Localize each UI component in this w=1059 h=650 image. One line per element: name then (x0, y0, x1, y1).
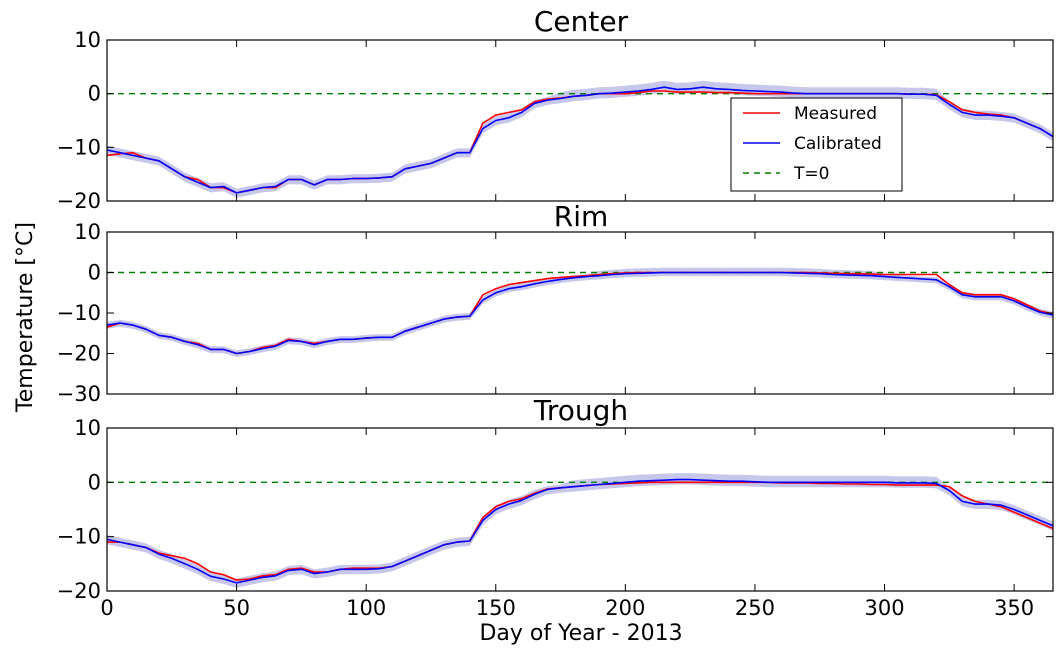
y-tick-label: 10 (74, 220, 101, 244)
y-tick-label: −20 (57, 189, 101, 213)
uncertainty-band (107, 267, 1053, 358)
x-tick-label: 150 (476, 596, 516, 620)
plot-frame (106, 231, 1054, 395)
legend-calibrated-label: Calibrated (794, 134, 882, 154)
y-tick-label: 0 (88, 470, 101, 494)
x-tick-label: 200 (605, 596, 645, 620)
y-tick-label: 10 (74, 416, 101, 440)
y-tick-label: −20 (57, 579, 101, 603)
y-tick-label: 0 (88, 82, 101, 106)
series-line-calibrated (106, 478, 1054, 584)
y-axis-label: Temperature [°C] (13, 222, 38, 413)
series-line-calibrated (106, 86, 1054, 194)
panel-title: Trough (533, 394, 628, 427)
legend-t0-label: T=0 (793, 164, 829, 184)
y-tick-label: −10 (57, 525, 101, 549)
x-tick-label: 100 (346, 596, 386, 620)
uncertainty-band (107, 80, 1053, 198)
y-tick-label: −30 (57, 382, 101, 406)
panel-title: Center (534, 5, 629, 38)
x-tick-label: 300 (864, 596, 904, 620)
legend-measured-label: Measured (794, 104, 877, 124)
panel-title: Rim (554, 200, 609, 233)
legend: Measured Calibrated T=0 (730, 97, 903, 192)
series-line-calibrated (106, 271, 1054, 355)
x-axis-label: Day of Year - 2013 (479, 621, 682, 646)
x-tick-label: 0 (100, 596, 113, 620)
panel-rim: Rim −30 −20 −10 0 10 (57, 200, 1054, 406)
plot-frame (106, 427, 1054, 592)
x-tick-label: 50 (223, 596, 250, 620)
panel-center: Center −20 −10 0 10 Measured Calibrated T=0 (57, 5, 1054, 213)
y-tick-label: −10 (57, 301, 101, 325)
y-tick-label: 10 (74, 28, 101, 52)
series-line-measured (106, 271, 1054, 355)
plot-frame (106, 39, 1054, 202)
y-tick-label: −10 (57, 135, 101, 159)
x-tick-label: 250 (735, 596, 775, 620)
uncertainty-band (107, 473, 1053, 588)
series-line-measured (107, 481, 1054, 581)
series-line-measured (106, 90, 1054, 194)
y-tick-label: 0 (88, 261, 101, 285)
x-tick-label: 350 (994, 596, 1034, 620)
y-tick-label: −20 (57, 342, 101, 366)
